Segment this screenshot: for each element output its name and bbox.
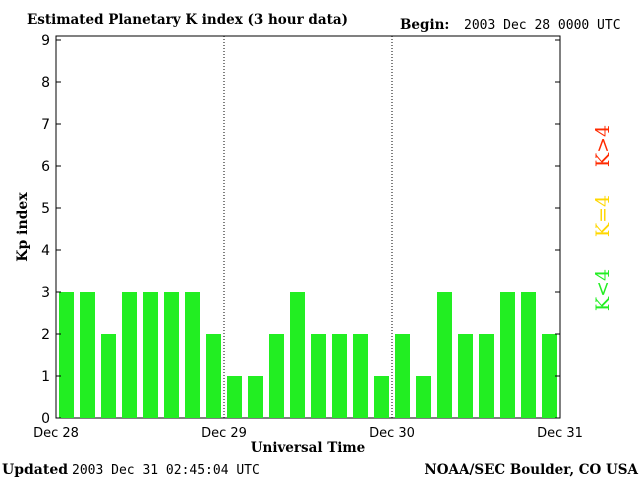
begin-value: 2003 Dec 28 0000 UTC — [464, 18, 621, 33]
y-axis-ticks: 0 1 2 3 4 5 6 7 8 9 — [41, 33, 560, 427]
y-tick-label: 7 — [41, 117, 50, 133]
begin-label: Begin: — [400, 17, 449, 33]
legend-k-less-4: K<4 — [592, 269, 614, 311]
kp-bar — [500, 292, 515, 418]
kp-bar — [374, 376, 389, 418]
y-tick-label: 5 — [41, 201, 50, 217]
kp-bar — [269, 334, 284, 418]
x-day-label: Dec 31 — [537, 426, 583, 441]
kp-bar — [101, 334, 116, 418]
kp-bar — [227, 376, 242, 418]
y-tick-label: 8 — [41, 75, 50, 91]
x-axis-labels: Dec 28 Dec 29 Dec 30 Dec 31 — [33, 426, 583, 441]
y-tick-label: 9 — [41, 33, 50, 49]
bars-group — [59, 292, 557, 418]
kp-bar — [248, 376, 263, 418]
kp-bar — [143, 292, 158, 418]
updated-label: Updated — [2, 462, 68, 478]
kp-bar — [80, 292, 95, 418]
y-tick-label: 4 — [41, 243, 50, 259]
kp-bar — [311, 334, 326, 418]
kp-bar — [458, 334, 473, 418]
y-tick-label: 3 — [41, 285, 50, 301]
x-day-label: Dec 30 — [369, 426, 415, 441]
kp-bar — [185, 292, 200, 418]
y-axis-label: Kp index — [15, 192, 31, 262]
kp-bar — [59, 292, 74, 418]
kp-bar — [542, 334, 557, 418]
kp-bar — [437, 292, 452, 418]
legend-k-greater-4: K>4 — [592, 125, 614, 167]
day-separators — [223, 36, 393, 418]
kp-bar — [479, 334, 494, 418]
credit-text: NOAA/SEC Boulder, CO USA — [424, 462, 638, 478]
kp-bar — [206, 334, 221, 418]
y-tick-label: 1 — [41, 369, 50, 385]
kp-bar — [521, 292, 536, 418]
plot-area — [55, 35, 561, 419]
y-tick-label: 6 — [41, 159, 50, 175]
y-tick-label: 2 — [41, 327, 50, 343]
kp-bar — [416, 376, 431, 418]
updated-value: 2003 Dec 31 02:45:04 UTC — [72, 463, 260, 478]
y-tick-label: 0 — [41, 411, 50, 427]
x-day-label: Dec 29 — [201, 426, 247, 441]
x-day-label: Dec 28 — [33, 426, 79, 441]
legend-k-equal-4: K=4 — [592, 195, 614, 237]
kp-bar — [122, 292, 137, 418]
kp-bar — [353, 334, 368, 418]
x-axis-label: Universal Time — [251, 440, 366, 456]
chart-title: Estimated Planetary K index (3 hour data… — [27, 12, 348, 28]
kp-bar — [332, 334, 347, 418]
kp-bar — [164, 292, 179, 418]
kp-bar — [395, 334, 410, 418]
kp-bar — [290, 292, 305, 418]
